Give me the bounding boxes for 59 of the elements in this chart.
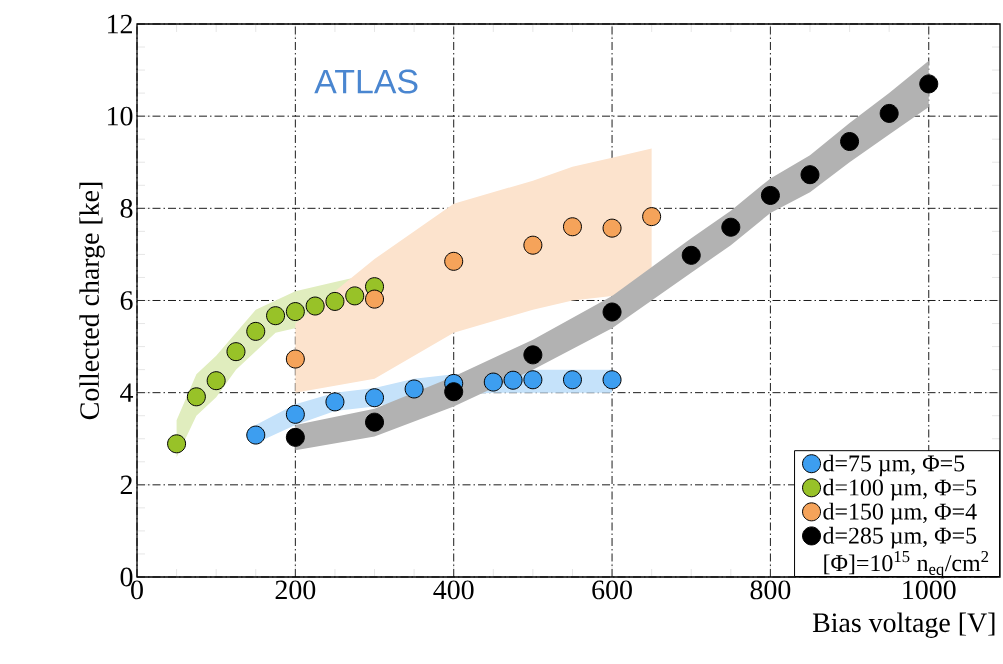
x-tick-label: 400 xyxy=(433,580,474,600)
point xyxy=(305,296,325,316)
x-tick-label: 800 xyxy=(750,580,791,600)
annotation: ATLAS xyxy=(314,69,418,94)
point xyxy=(167,434,187,454)
legend-label: d=75 µm, Φ=5 xyxy=(823,454,965,477)
point xyxy=(266,306,286,326)
point xyxy=(206,371,226,391)
point xyxy=(503,370,523,390)
annotation: [Φ]=10$^{15}$ n$_{eq}$/cm$^{2}$ xyxy=(824,550,989,579)
point xyxy=(365,412,385,432)
point xyxy=(325,392,345,412)
y-tick-label: 4 xyxy=(120,383,134,402)
point xyxy=(919,74,939,94)
point xyxy=(365,289,385,309)
x-tick-label: 200 xyxy=(275,580,316,600)
point xyxy=(365,388,385,408)
point xyxy=(602,218,622,238)
point xyxy=(246,321,266,341)
point xyxy=(285,427,305,447)
point xyxy=(444,251,464,271)
x-axis-title: Bias voltage [V] xyxy=(812,612,995,638)
point xyxy=(523,235,543,255)
point xyxy=(483,372,503,392)
y-tick-label: 6 xyxy=(120,291,133,310)
point xyxy=(246,425,266,445)
point xyxy=(523,370,543,390)
point xyxy=(760,185,780,205)
point xyxy=(562,217,582,237)
y-tick-label: 12 xyxy=(108,14,132,34)
legend-label: d=285 µm, Φ=5 xyxy=(823,526,977,549)
point xyxy=(879,103,899,123)
point xyxy=(285,349,305,369)
point xyxy=(285,302,305,322)
point xyxy=(681,245,701,265)
point xyxy=(642,207,662,227)
y-tick-label: 0 xyxy=(120,567,133,587)
point xyxy=(226,342,246,362)
y-tick-label: 2 xyxy=(120,475,132,495)
point xyxy=(562,370,582,390)
x-tick-label: 600 xyxy=(592,580,632,600)
point xyxy=(602,370,622,390)
x-tick-label: 1000 xyxy=(903,580,956,600)
y-tick-label: 8 xyxy=(120,198,133,218)
point xyxy=(602,302,622,322)
point xyxy=(285,404,305,424)
y-axis-title: Collected charge [ke] xyxy=(79,182,105,420)
point xyxy=(800,165,820,185)
legend-label: d=150 µm, Φ=4 xyxy=(823,502,977,525)
point xyxy=(186,387,206,407)
point xyxy=(404,379,424,399)
point xyxy=(840,132,860,152)
point xyxy=(325,291,345,311)
point xyxy=(721,217,741,237)
point xyxy=(444,382,464,402)
point xyxy=(345,286,365,306)
legend-label: d=100 µm, Φ=5 xyxy=(823,478,977,501)
point xyxy=(523,345,543,365)
y-tick-label: 10 xyxy=(108,106,133,126)
